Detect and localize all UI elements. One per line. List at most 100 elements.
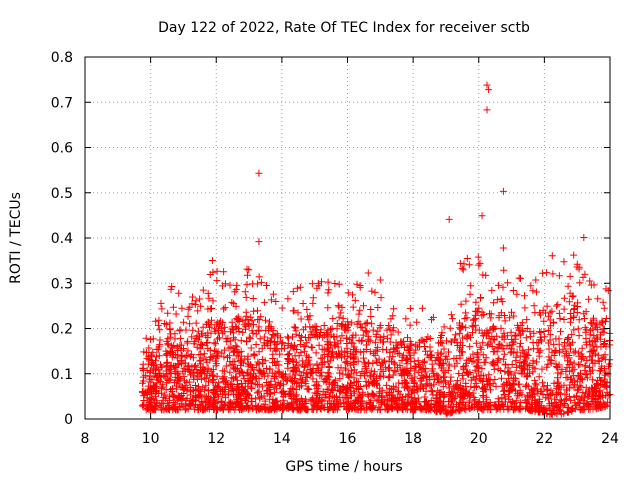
data-point — [469, 329, 476, 337]
data-point — [363, 381, 371, 389]
data-point — [438, 339, 446, 347]
data-point — [216, 317, 224, 325]
data-point — [191, 363, 199, 371]
data-point — [182, 326, 190, 334]
data-point — [490, 299, 498, 307]
data-point — [573, 309, 581, 316]
data-point — [355, 383, 362, 391]
data-point — [279, 371, 287, 379]
data-point — [464, 331, 472, 339]
data-point — [201, 386, 209, 394]
data-point — [572, 401, 580, 409]
data-point — [253, 280, 261, 288]
data-point — [328, 324, 336, 332]
x-tick-label: 10 — [142, 431, 160, 447]
data-point — [454, 377, 462, 385]
data-point — [470, 315, 478, 323]
data-point — [424, 380, 432, 388]
data-point — [271, 399, 279, 406]
data-point — [279, 402, 286, 410]
data-point — [550, 340, 558, 348]
data-point — [294, 362, 302, 370]
data-point — [315, 382, 323, 390]
data-point — [479, 339, 487, 347]
data-point — [407, 364, 415, 372]
data-point — [470, 384, 478, 391]
data-point — [180, 318, 188, 326]
data-point — [257, 278, 265, 286]
data-point — [418, 304, 426, 312]
data-point — [255, 348, 263, 356]
data-point — [536, 336, 544, 344]
data-point — [142, 334, 150, 342]
data-point — [535, 399, 543, 407]
data-point — [209, 371, 216, 379]
data-point — [531, 309, 539, 317]
data-point — [216, 334, 223, 342]
data-point — [198, 367, 206, 375]
data-point — [451, 362, 459, 370]
data-point — [403, 382, 411, 390]
data-point — [221, 377, 229, 385]
data-point — [439, 374, 447, 381]
data-point — [456, 321, 464, 329]
data-point — [152, 353, 160, 361]
data-point — [415, 398, 423, 406]
data-point — [335, 401, 343, 409]
data-point — [225, 388, 233, 396]
data-point — [336, 351, 344, 358]
data-point — [250, 352, 258, 360]
data-point — [462, 401, 469, 409]
x-tick-label: 18 — [404, 431, 422, 447]
data-point — [554, 403, 562, 411]
data-point — [336, 394, 344, 401]
data-point — [180, 364, 188, 372]
data-point — [177, 341, 185, 349]
data-point — [272, 298, 280, 305]
data-point — [586, 368, 594, 376]
data-point — [167, 285, 175, 293]
data-point — [396, 404, 404, 411]
data-point — [554, 301, 562, 309]
data-point — [185, 378, 193, 386]
data-point — [432, 407, 440, 415]
data-point — [519, 346, 527, 354]
data-point — [479, 392, 487, 399]
data-point — [517, 339, 524, 347]
data-point — [194, 368, 202, 376]
data-point — [271, 339, 278, 347]
data-point — [519, 326, 527, 334]
data-point — [352, 331, 360, 339]
data-point — [350, 389, 358, 397]
data-point — [349, 382, 357, 389]
data-point — [582, 328, 590, 336]
data-point — [376, 276, 384, 284]
data-point — [539, 269, 547, 277]
data-point — [230, 334, 237, 342]
data-point — [254, 358, 262, 366]
x-tick-label: 20 — [470, 431, 488, 447]
data-point — [204, 387, 212, 394]
data-point — [475, 261, 483, 269]
data-point — [248, 327, 256, 335]
data-point — [556, 314, 564, 322]
data-point — [451, 385, 459, 393]
data-point — [146, 401, 154, 409]
data-point — [358, 398, 366, 406]
data-point — [488, 343, 496, 350]
data-point — [411, 367, 419, 375]
data-point — [343, 340, 351, 347]
data-point — [243, 337, 251, 345]
data-point — [228, 374, 236, 382]
data-point — [555, 389, 563, 397]
data-point — [365, 392, 373, 400]
data-point — [485, 86, 493, 94]
data-point — [594, 326, 602, 334]
data-point — [513, 290, 521, 298]
data-point — [560, 294, 568, 302]
data-point — [236, 369, 244, 377]
data-point — [547, 357, 555, 364]
data-point — [428, 367, 436, 375]
data-point — [202, 374, 210, 382]
data-point — [498, 374, 505, 382]
